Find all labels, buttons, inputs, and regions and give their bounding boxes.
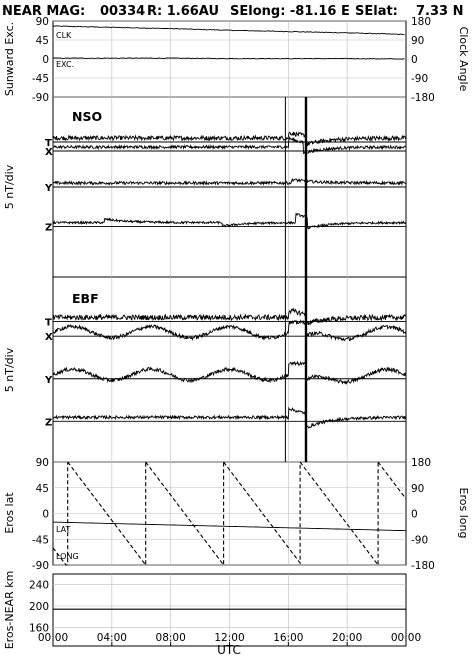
angles-series-exc — [52, 57, 405, 60]
ebf-scale-label: 5 nT/div — [3, 347, 16, 392]
eros-lat-series-label: LAT — [56, 525, 70, 534]
range-ytick-left: 200 — [29, 601, 49, 613]
ebf-panel: TX Y Z — [44, 277, 407, 462]
angles-ytick-left: 90 — [36, 16, 49, 28]
eros-long-trace — [223, 461, 301, 565]
eros-long-label: Eros long — [457, 488, 470, 539]
x-tick-label: 04:00 — [97, 632, 127, 644]
eros-ytick-left: 0 — [42, 509, 49, 521]
x-tick-label: 16:00 — [273, 632, 303, 644]
header-selat: SElat: 7.33 N — [355, 4, 463, 19]
eros-long-trace — [145, 461, 225, 567]
clock-angle-label: Clock Angle — [457, 27, 470, 92]
x-axis: 00:00 04:00 08:00 12:00 16:00 20:00 00:00 — [38, 632, 421, 646]
angles-ytick-left: -90 — [32, 92, 49, 104]
ebf-trace-z — [52, 406, 407, 429]
angles-ytick-right: 180 — [411, 16, 431, 28]
angles-ytick-left: 0 — [42, 54, 49, 66]
nso-scale-label: 5 nT/div — [3, 164, 16, 209]
eros-ytick-left: -45 — [32, 534, 49, 546]
x-tick-label: 12:00 — [214, 632, 244, 644]
angles-ytick-left: -45 — [32, 73, 49, 85]
angles-ytick-right: 0 — [411, 54, 418, 66]
eros-panel: 90 180 45 90 0 0 -45 -90 -90 -180 LAT LONG — [32, 457, 435, 572]
eros-long-trace — [67, 461, 147, 567]
header-range: R: 1.66AU — [147, 4, 219, 19]
angles-panel: 90 180 45 90 0 0 -45 -90 -90 -180 CLK EXC. — [32, 16, 435, 104]
eros-ytick-left: 45 — [36, 483, 49, 495]
x-tick-label: 20:00 — [332, 632, 362, 644]
eros-lat-label: Eros lat — [3, 492, 16, 534]
header-selong: SElong: -81.16 E — [230, 4, 350, 19]
ebf-series-label: X — [45, 332, 53, 343]
range-ytick-left: 160 — [29, 622, 49, 634]
eros-long-series-label: LONG — [56, 552, 79, 561]
nso-trace-x — [52, 136, 407, 155]
eros-ytick-right: 90 — [411, 483, 424, 495]
sunward-exc-label: Sunward Exc. — [3, 22, 16, 96]
ebf-series-label: Z — [45, 417, 52, 428]
x-tick-label: 00:00 — [391, 632, 421, 644]
eros-ytick-right: 180 — [411, 457, 431, 469]
eros-ytick-right: -180 — [411, 560, 435, 572]
nso-series-label: Z — [45, 223, 52, 234]
angles-ytick-right: 90 — [411, 35, 424, 47]
eros-lat-trace — [52, 521, 407, 532]
x-tick-label: 00:00 — [38, 632, 68, 644]
grid-layer — [53, 20, 406, 646]
angles-ytick-right: -90 — [411, 73, 428, 85]
angles-series-label: CLK — [56, 31, 72, 40]
eros-ytick-right: 0 — [411, 509, 418, 521]
nso-trace-z — [52, 212, 407, 230]
nso-series-label: Y — [44, 183, 53, 194]
nso-panel: TX Y Z — [44, 97, 407, 277]
eros-long-trace — [377, 461, 407, 500]
ebf-trace-t — [52, 307, 407, 326]
nso-series-label: T — [45, 138, 52, 149]
range-panel: 240 200 160 — [29, 580, 406, 634]
ebf-trace-x — [52, 318, 407, 342]
x-axis-label: UTC — [217, 643, 241, 656]
angles-ytick-left: 45 — [36, 35, 49, 47]
ebf-series-label: T — [45, 317, 52, 328]
angles-series-label: EXC. — [56, 60, 74, 69]
range-ytick-left: 240 — [29, 580, 49, 592]
ebf-title: EBF — [72, 291, 99, 306]
nso-title: NSO — [72, 109, 102, 124]
header-doy: 00334 — [100, 4, 145, 19]
eros-long-trace — [299, 461, 379, 567]
x-tick-label: 08:00 — [156, 632, 186, 644]
nso-series-label: X — [45, 147, 53, 158]
nso-trace-t — [52, 131, 407, 147]
angles-series-clk — [52, 25, 405, 36]
nso-trace-y — [52, 178, 407, 187]
eros-long-trace — [52, 462, 69, 566]
eros-ytick-right: -90 — [411, 534, 428, 546]
eros-ytick-left: -90 — [32, 560, 49, 572]
angles-ytick-right: -180 — [411, 92, 435, 104]
eros-near-km-label: Eros-NEAR km — [3, 571, 16, 650]
ebf-series-label: Y — [44, 375, 53, 386]
header-mission: NEAR MAG: — [2, 4, 85, 19]
ebf-trace-y — [52, 360, 407, 385]
eros-ytick-left: 90 — [36, 457, 49, 469]
